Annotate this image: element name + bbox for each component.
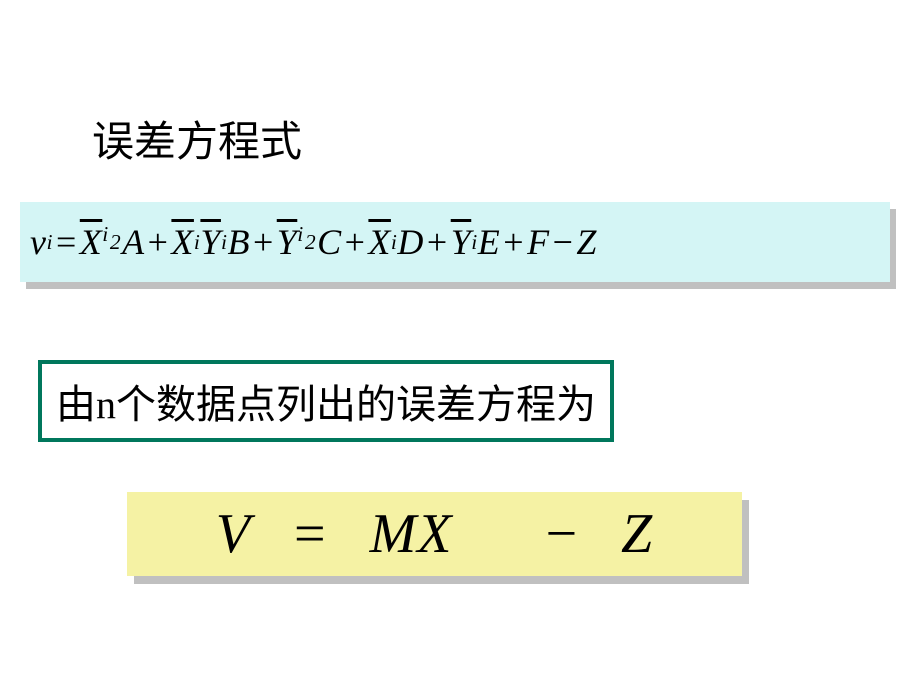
eq1-t1-sub: i <box>102 222 109 247</box>
eq1-t7-var: Z <box>576 221 597 263</box>
desc-prefix: 由 <box>56 382 96 427</box>
plus3: + <box>342 221 369 263</box>
eq1-t2-var1: X <box>171 221 194 263</box>
eq1-t5-var: Y <box>451 221 472 263</box>
equation1-box: vi = Xi2 A + XiYi B + Yi2 C + Xi D + Yi … <box>20 202 890 282</box>
eq1-t1-coef: A <box>122 221 145 263</box>
eq1-t1-sup: 2 <box>110 230 121 255</box>
desc-suffix: 个数据点列出的误差方程为 <box>116 382 596 427</box>
eq1-t1-var: X <box>80 221 103 263</box>
eq2-MX: MX <box>370 502 453 566</box>
eq1-t2-var2: Y <box>200 221 221 263</box>
plus4: + <box>424 221 451 263</box>
desc-n: n <box>96 382 116 427</box>
eq1-t2-coef: B <box>227 221 250 263</box>
eq1-t3-coef: C <box>317 221 342 263</box>
eq2-V: V <box>216 502 251 566</box>
eq1-t5-coef: E <box>478 221 501 263</box>
plus1: + <box>145 221 172 263</box>
description-box: 由n个数据点列出的误差方程为 <box>38 360 614 442</box>
plus2: + <box>250 221 277 263</box>
eq1-lhs-v: v <box>30 221 46 263</box>
eq1-t3-var: Y <box>277 221 298 263</box>
eq1-t3-sup: 2 <box>305 230 316 255</box>
eq2-Z: Z <box>621 502 653 566</box>
slide-title: 误差方程式 <box>92 108 302 169</box>
eq1-t4-coef: D <box>397 221 424 263</box>
eq-sign: = <box>53 221 80 263</box>
eq2-minus: − <box>542 502 581 566</box>
eq2-eq: = <box>291 502 330 566</box>
minus1: − <box>550 221 577 263</box>
eq1-t3-sub: i <box>297 222 304 247</box>
eq1-t6-coef: F <box>527 221 550 263</box>
plus5: + <box>500 221 527 263</box>
equation2-box: V = MX − Z <box>127 492 742 576</box>
eq1-t4-var: X <box>368 221 391 263</box>
